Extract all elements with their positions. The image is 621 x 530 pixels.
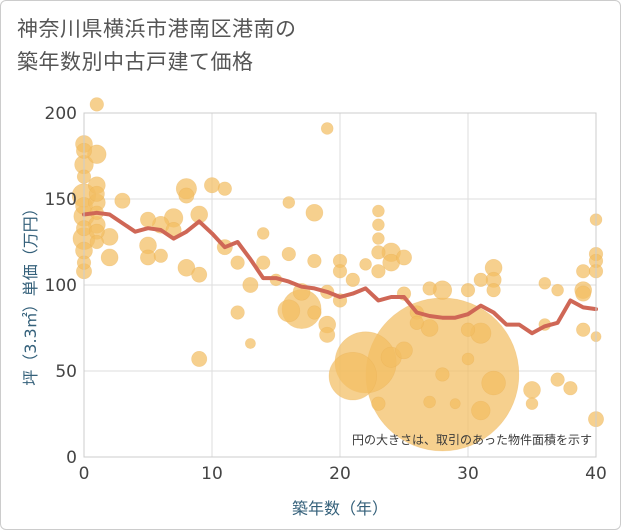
bubble-point: [140, 249, 156, 266]
bubble-point: [191, 351, 208, 367]
bubble-point: [177, 258, 196, 277]
bubble-point: [563, 381, 578, 396]
bubble-point: [88, 185, 105, 202]
bubble-point: [461, 352, 475, 366]
bubble-point: [481, 370, 506, 396]
average-line-series: [82, 210, 598, 336]
y-tick-label: 0: [66, 448, 77, 468]
bubble-point: [538, 277, 552, 290]
bubble-point: [89, 97, 104, 112]
bubble-point: [100, 248, 119, 267]
bubble-point: [551, 283, 564, 297]
y-axis-ticks: 0 50 100 150 200: [45, 104, 77, 468]
bubble-point: [256, 255, 271, 270]
bubble-point: [89, 234, 104, 250]
bubble-point: [422, 281, 437, 296]
bubble-point: [372, 232, 385, 245]
bubble-point: [486, 283, 501, 298]
x-tick-label: 30: [457, 464, 479, 484]
bubble-point: [319, 326, 336, 343]
bubble-point: [281, 246, 296, 262]
bubble-point: [523, 381, 541, 399]
bubble-point: [575, 285, 592, 302]
bubble-point: [449, 398, 461, 410]
bubble-point: [282, 196, 296, 209]
bubble-point: [244, 338, 256, 349]
bubble-point: [256, 227, 270, 240]
chart-title-line-2: 築年数別中古戸建て価格: [17, 50, 254, 74]
bubble-point: [371, 396, 386, 411]
y-tick-label: 200: [45, 104, 77, 124]
y-axis-label: 坪（3.3㎡）単価（万円）: [21, 200, 40, 385]
bubble-point: [435, 367, 450, 382]
bubble-point: [305, 203, 324, 222]
bubble-point: [471, 400, 491, 421]
bubble-point: [525, 397, 539, 410]
plot-area: [83, 112, 597, 458]
bubble-point: [277, 299, 301, 323]
bubble-point: [114, 192, 131, 209]
bubble-point: [140, 211, 156, 228]
average-price-line: [82, 210, 598, 336]
bubble-point: [332, 264, 348, 279]
chart-title-line-1: 神奈川県横浜市港南区港南の: [17, 17, 297, 41]
bubble-point: [372, 218, 385, 232]
y-tick-label: 50: [55, 362, 77, 382]
bubble-size-note: 円の大きさは、取引のあった物件面積を示す: [352, 432, 592, 447]
bubble-point: [460, 322, 476, 337]
bubble-point: [191, 266, 208, 283]
bubble-point: [576, 264, 591, 279]
bubble-point: [371, 264, 386, 279]
bubble-point: [153, 248, 168, 263]
x-tick-label: 20: [329, 464, 351, 484]
bubble-point: [423, 395, 436, 409]
bubble-point: [230, 255, 245, 270]
y-tick-label: 100: [45, 276, 77, 296]
bubble-point: [395, 341, 413, 360]
bubble-point: [242, 277, 259, 293]
bubble-point: [371, 245, 386, 260]
bubble-point: [217, 181, 232, 196]
chart-title: 神奈川県横浜市港南区港南の 築年数別中古戸建て価格: [17, 13, 577, 79]
y-tick-label: 150: [45, 190, 77, 210]
bubble-point: [473, 272, 488, 287]
bubble-point: [178, 187, 195, 204]
x-tick-label: 0: [79, 464, 90, 484]
bubble-point: [345, 272, 360, 287]
bubble-point: [230, 305, 245, 320]
x-axis-ticks: 0 10 20 30 40: [79, 464, 607, 484]
bubble-point: [576, 322, 591, 337]
bubble-series: [71, 97, 604, 452]
bubble-point: [396, 249, 412, 266]
bubble-point: [550, 372, 565, 387]
x-tick-label: 40: [585, 464, 607, 484]
x-tick-label: 10: [201, 464, 223, 484]
bubble-point: [320, 122, 334, 135]
bubble-point: [372, 204, 385, 218]
x-axis-label: 築年数（年）: [292, 499, 388, 518]
bubble-point: [328, 352, 377, 401]
grid-lines: [83, 112, 597, 458]
bubble-point: [307, 305, 322, 320]
bubble-point: [204, 177, 220, 194]
bubble-point: [409, 315, 424, 330]
bubble-point: [359, 258, 372, 271]
bubble-point: [460, 283, 476, 298]
bubble-point: [307, 253, 322, 269]
